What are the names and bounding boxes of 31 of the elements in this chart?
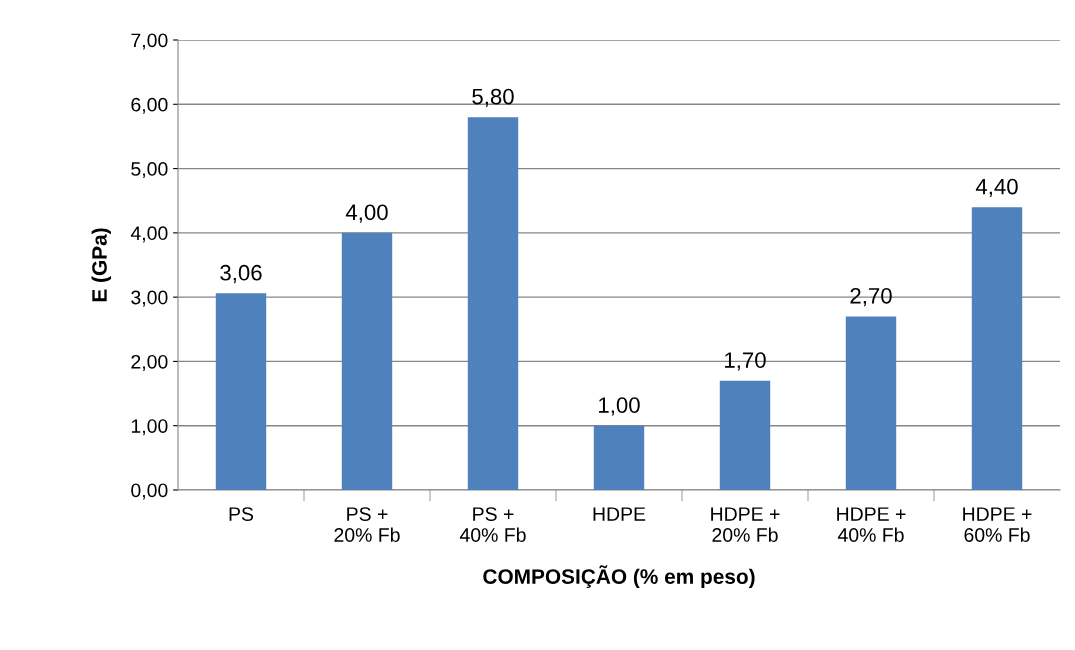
y-tick-label: 1,00 <box>131 419 168 436</box>
y-tick-label: 3,00 <box>131 290 168 307</box>
bar <box>215 293 267 490</box>
x-tick-label: HDPE <box>593 507 646 521</box>
y-axis-title: E (GPa) <box>91 228 111 302</box>
data-label: 5,80 <box>472 88 514 108</box>
x-tick-label: HDPE + 20% Fb <box>711 507 780 542</box>
data-label: 4,40 <box>975 178 1018 198</box>
bar <box>467 117 519 490</box>
data-label: 3,06 <box>220 264 262 284</box>
data-label: 2,70 <box>850 287 892 307</box>
bar <box>341 232 393 490</box>
y-tick-label: 4,00 <box>130 226 168 243</box>
bar <box>593 425 645 490</box>
data-label: 4,00 <box>345 204 388 223</box>
y-tick-label: 0,00 <box>131 483 168 500</box>
x-tick-label: HDPE + 60% Fb <box>963 507 1032 542</box>
data-label: 1,70 <box>725 352 766 371</box>
bar <box>719 380 771 490</box>
y-tick-label: 6,00 <box>131 97 168 114</box>
y-tick-label: 5,00 <box>131 162 168 179</box>
x-axis-title: COMPOSIÇÃO (% em peso) <box>483 565 755 589</box>
bar <box>971 207 1023 490</box>
y-tick-label: 7,00 <box>131 33 168 50</box>
x-tick-label: HDPE + 40% Fb <box>837 507 906 542</box>
data-label: 1,00 <box>599 397 640 416</box>
x-tick-label: PS + 20% Fb <box>334 507 400 542</box>
bar <box>845 316 897 490</box>
x-tick-label: PS <box>229 507 254 521</box>
x-tick-label: PS + 40% Fb <box>459 507 526 542</box>
y-tick-label: 2,00 <box>131 354 168 371</box>
